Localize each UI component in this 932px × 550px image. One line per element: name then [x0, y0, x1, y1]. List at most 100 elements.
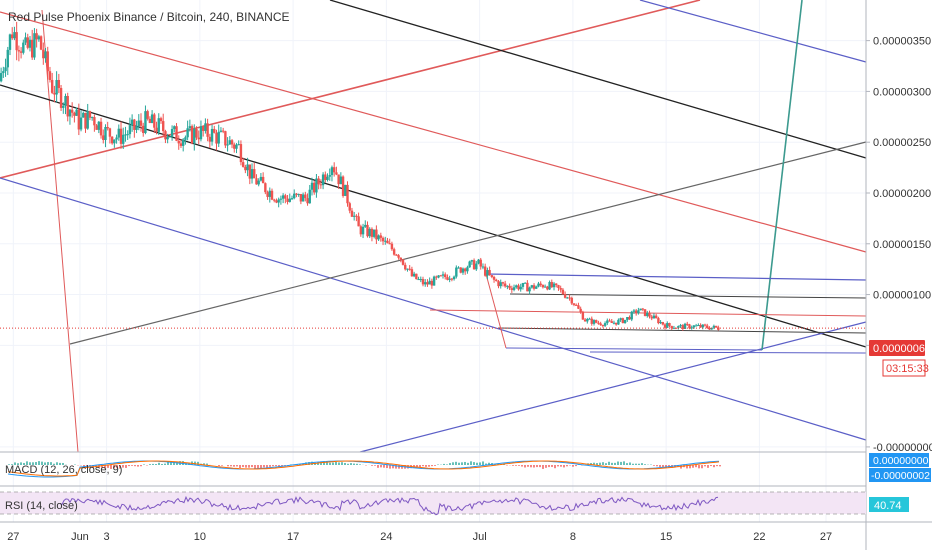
macd-histogram-bar: [344, 462, 346, 465]
time-axis[interactable]: 27 Jun 3 10 17 24 Jul 8 15 22 27: [7, 531, 832, 543]
candle-body: [208, 136, 212, 142]
macd-histogram-bar: [467, 462, 469, 465]
macd-histogram-bar: [242, 465, 244, 468]
drawing-channel-left[interactable]: [485, 273, 507, 349]
candle-body: [659, 322, 662, 324]
macd-histogram-bar: [230, 465, 232, 467]
macd-histogram-bar: [392, 465, 394, 469]
macd-histogram-bar: [248, 465, 250, 468]
macd-histogram-bar: [131, 465, 133, 466]
macd-value-bottom: -0.00000002: [871, 470, 930, 482]
drawing-teal-vertical[interactable]: [761, 0, 803, 351]
candle-body: [537, 283, 540, 287]
drawing-channel-mid1[interactable]: [509, 293, 867, 299]
candle-body: [86, 111, 89, 129]
candle-body: [99, 121, 103, 136]
countdown-tag: [882, 359, 926, 377]
drawing-grey-rising[interactable]: [69, 141, 867, 345]
candle-body: [0, 73, 3, 82]
macd-histogram-bar: [176, 461, 178, 465]
candle-body: [639, 308, 642, 311]
macd-value-tag-bottom: [869, 468, 931, 482]
candle-body: [217, 131, 220, 144]
candle-body: [257, 180, 260, 185]
candle-body: [550, 282, 553, 288]
drawing-channel-top[interactable]: [485, 273, 867, 281]
macd-histogram-bar: [692, 465, 694, 468]
candle-body: [575, 304, 578, 306]
candle-body: [62, 105, 65, 108]
drawing-channel-bottom[interactable]: [505, 347, 763, 351]
candle-body: [717, 327, 720, 330]
candle-body: [268, 190, 271, 197]
drawing-red-rising[interactable]: [0, 0, 701, 179]
candle-body: [590, 318, 593, 324]
drawing-channel-bottom-blue[interactable]: [589, 351, 867, 354]
macd-histogram-bar: [260, 465, 262, 468]
main-pane[interactable]: [0, 0, 866, 452]
macd-histogram-bar: [137, 465, 139, 467]
candle-body: [95, 125, 98, 130]
candle-body: [404, 264, 407, 270]
drawing-blue-lower-channel[interactable]: [0, 177, 867, 441]
time-tick-label: Jul: [473, 531, 487, 543]
price-tick-label: 0.00000100: [873, 290, 931, 302]
candle-body: [694, 325, 698, 327]
candle-body: [597, 322, 600, 324]
price-axis[interactable]: [866, 0, 932, 550]
macd-histogram-bar: [269, 465, 271, 467]
macd-histogram-bar: [596, 463, 598, 465]
candle-body: [681, 325, 685, 329]
candle-body: [421, 279, 425, 285]
macd-histogram-bar: [494, 464, 496, 465]
candle-body: [648, 312, 651, 317]
macd-histogram-bar: [323, 461, 325, 465]
drawing-blue-rising[interactable]: [359, 321, 867, 453]
candle-body: [490, 275, 494, 277]
macd-histogram-bar: [236, 465, 238, 467]
candle-body: [184, 137, 187, 140]
candle-body: [468, 261, 471, 268]
candle-body: [341, 176, 345, 196]
candle-body: [437, 275, 440, 278]
macd-histogram-bar: [116, 465, 118, 469]
macd-histogram-bar: [26, 461, 28, 465]
macd-histogram-bar: [374, 465, 376, 466]
drawing-red-vertical[interactable]: [41, 9, 79, 453]
rsi-pane[interactable]: [59, 495, 719, 516]
candle-body: [692, 325, 696, 328]
macd-label: MACD (12, 26, close, 9): [5, 464, 122, 476]
macd-histogram-bar: [662, 465, 664, 468]
macd-pane[interactable]: [7, 460, 721, 478]
candle-body: [637, 310, 640, 314]
candle-body: [293, 193, 296, 199]
candle-body: [543, 286, 547, 288]
candle-body: [483, 266, 487, 276]
macd-histogram-bar: [686, 465, 688, 469]
macd-histogram-bar: [338, 462, 340, 465]
candle-body: [310, 182, 314, 190]
candle-body: [646, 312, 649, 316]
drawing-red-descending[interactable]: [0, 11, 867, 253]
candle-body: [266, 192, 269, 197]
candle-body: [190, 126, 194, 144]
candle-body: [124, 134, 127, 136]
candle-body: [617, 319, 620, 325]
drawing-blue-top[interactable]: [639, 0, 867, 63]
candle-body: [350, 210, 354, 217]
drawing-black-descending-upper[interactable]: [329, 0, 867, 159]
macd-histogram-bar: [329, 462, 331, 465]
drawing-channel-mid2[interactable]: [497, 327, 867, 334]
macd-histogram-bar: [38, 461, 40, 465]
candle-body: [448, 278, 451, 280]
candle-body: [381, 237, 385, 242]
candle-body: [606, 320, 609, 324]
macd-histogram-bar: [695, 465, 697, 468]
macd-histogram-bar: [278, 465, 280, 468]
time-tick-label: 27: [7, 531, 19, 543]
candle-body: [144, 111, 147, 134]
candle-body: [73, 112, 76, 116]
candle-body: [526, 282, 529, 292]
macd-histogram-bar: [545, 465, 547, 468]
